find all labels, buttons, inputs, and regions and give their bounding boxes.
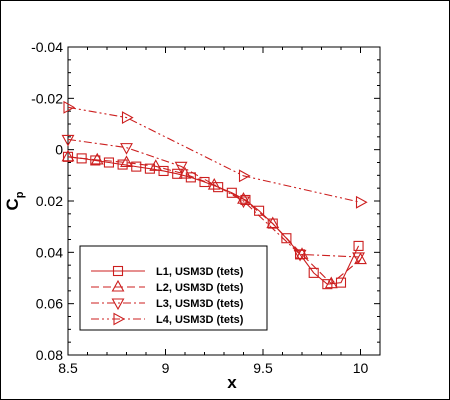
data-point	[103, 157, 114, 168]
x-tick-label: 9	[162, 360, 170, 376]
data-point	[352, 252, 365, 265]
data-point	[144, 163, 155, 174]
data-point	[149, 159, 163, 171]
data-point	[121, 111, 134, 125]
y-axis-title: Cp	[3, 191, 26, 210]
data-point	[226, 187, 237, 198]
data-point	[322, 279, 333, 290]
series-3	[61, 134, 365, 265]
data-point	[293, 249, 307, 262]
data-point	[61, 149, 75, 162]
data-point	[174, 161, 188, 174]
series-4	[63, 100, 368, 209]
data-point	[90, 152, 104, 165]
legend-marker	[113, 312, 126, 326]
legend-label: L1, USM3D (tets)	[156, 266, 244, 278]
legend-label: L3, USM3D (tets)	[156, 298, 244, 310]
data-point	[158, 165, 169, 177]
x-tick-label: 8.5	[58, 360, 78, 376]
data-point	[324, 276, 338, 289]
legend-entry-1: L1, USM3D (tets)	[91, 265, 244, 278]
legend: L1, USM3D (tets) L2, USM3D (tets) L3, USM3…	[79, 245, 268, 331]
data-point	[178, 166, 192, 179]
data-point	[120, 143, 133, 155]
data-point	[63, 100, 76, 114]
data-point	[238, 169, 251, 183]
data-point	[237, 192, 250, 204]
data-point	[355, 195, 368, 209]
y-axis-title-sub: p	[14, 191, 26, 198]
series-layer	[61, 100, 368, 290]
legend-label: L4, USM3D (tets)	[156, 314, 244, 326]
data-point	[308, 267, 319, 278]
x-axis-title: x	[227, 373, 237, 392]
data-point	[281, 233, 292, 244]
y-tick-label: 0.06	[36, 296, 63, 312]
series-line	[67, 138, 359, 258]
data-point	[117, 159, 128, 170]
axis-ticks: 8.5 9 9.5 10 -0.04 -0.02 0 0.02 0.04 0.06 0.08	[31, 39, 381, 376]
legend-label: L2, USM3D (tets)	[156, 282, 244, 294]
legend-entry-2: L2, USM3D (tets)	[91, 279, 244, 294]
y-tick-label: -0.04	[31, 39, 63, 55]
legend-box	[79, 245, 268, 331]
data-point	[120, 155, 133, 168]
series-line	[67, 156, 361, 285]
y-tick-label: 0.02	[36, 193, 63, 209]
svg-text:Cp: Cp	[3, 191, 26, 210]
y-tick-label: 0.04	[36, 244, 63, 260]
y-tick-label: 0.08	[36, 347, 63, 363]
data-point	[213, 182, 224, 193]
y-tick-label: -0.02	[31, 90, 63, 106]
x-tick-label: 10	[353, 360, 369, 376]
data-point	[295, 247, 309, 259]
data-point	[266, 216, 280, 229]
legend-marker	[111, 279, 125, 292]
series-1	[62, 151, 364, 290]
series-2	[61, 149, 367, 289]
data-point	[61, 134, 75, 147]
legend-entry-4: L4, USM3D (tets)	[91, 312, 244, 326]
data-point	[237, 196, 250, 209]
data-point	[354, 252, 367, 265]
legend-marker	[112, 265, 124, 277]
x-tick-label: 9.5	[253, 360, 273, 376]
data-point	[353, 240, 364, 251]
y-tick-label: 0	[55, 142, 63, 158]
data-point	[185, 172, 196, 183]
legend-entry-3: L3, USM3D (tets)	[91, 298, 244, 311]
data-point	[335, 277, 347, 288]
data-point	[207, 177, 221, 190]
y-axis-title-main: C	[3, 198, 22, 210]
legend-marker	[111, 298, 125, 311]
